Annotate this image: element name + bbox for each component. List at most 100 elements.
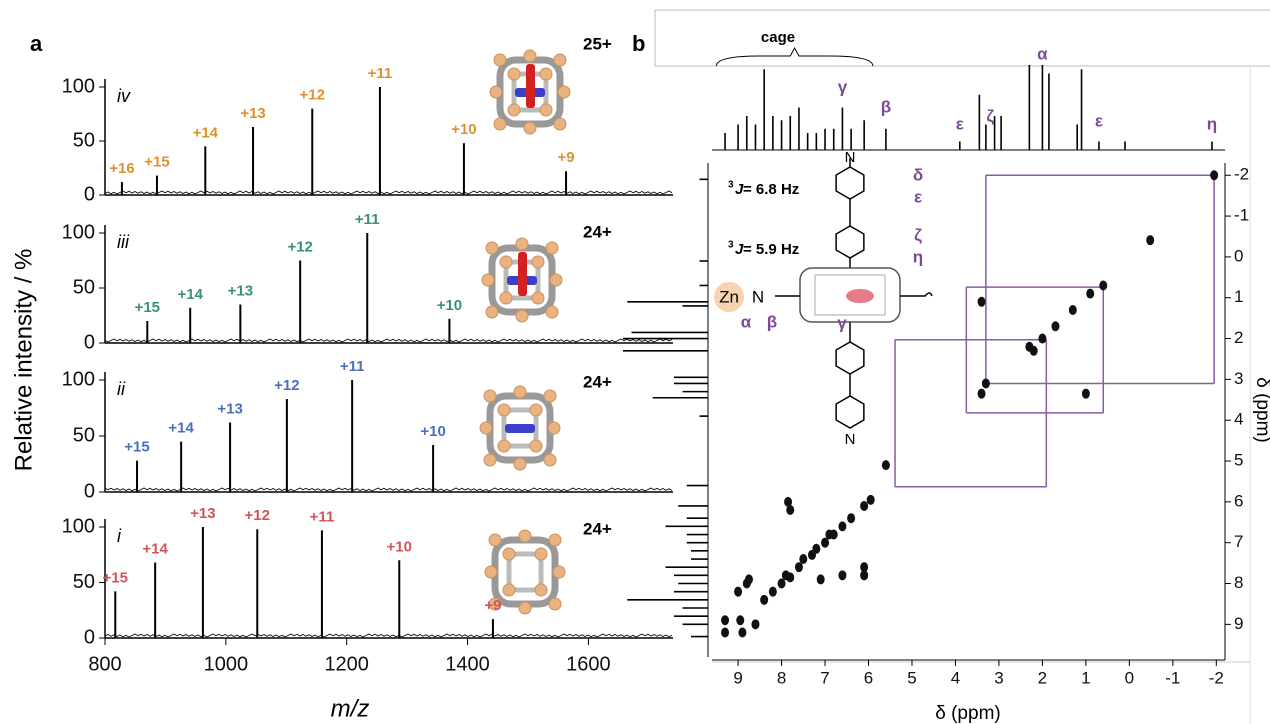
cage-vertex [549, 273, 563, 287]
cage-vertex [493, 117, 507, 131]
cross-peak [860, 570, 869, 581]
cage-vertex [545, 305, 559, 319]
x-tick-label: 1200 [324, 653, 369, 675]
proton-label: α [1037, 44, 1048, 63]
cage-vertex [489, 85, 503, 99]
structure-label: α [741, 312, 752, 331]
cage-vertex [488, 533, 502, 547]
cross-peak [838, 521, 847, 532]
peak-label: +9 [484, 597, 501, 614]
ring [835, 395, 865, 429]
bond [900, 292, 933, 297]
x-tick-label: 6 [864, 668, 873, 687]
artwork [104, 9, 1270, 724]
cage-vertex [479, 421, 493, 435]
noise [104, 190, 673, 195]
y-tick-label: 6 [1234, 491, 1243, 510]
peak-label: +14 [142, 540, 168, 557]
x-tick-label: 9 [733, 668, 742, 687]
noise [104, 487, 673, 492]
x-axis-title: δ (ppm) [935, 703, 1000, 724]
cage [506, 551, 544, 593]
cage-vertex [545, 241, 559, 255]
cross-peak [734, 586, 743, 597]
cage-vertex [483, 453, 497, 467]
cage-vertex [488, 597, 502, 611]
guest [526, 64, 535, 108]
cage-vertex [513, 457, 527, 471]
x-tick-label: 1000 [204, 653, 249, 675]
cage-vertex [518, 601, 532, 615]
peak-label: +11 [340, 358, 365, 375]
x-tick-label: 7 [820, 668, 829, 687]
panel-label: a [30, 31, 43, 56]
cross-peak [1081, 388, 1090, 399]
peak-label: +15 [135, 299, 160, 316]
atom-label: N [845, 149, 856, 166]
cage-vertex [483, 389, 497, 403]
proton-label: γ [838, 77, 848, 96]
cross-peak [760, 594, 769, 605]
cross-peak [829, 529, 838, 540]
cage-vertex [515, 237, 529, 251]
cage-vertex [513, 385, 527, 399]
cage-vertex [531, 255, 545, 269]
cross-peak [799, 554, 808, 565]
cage-vertex [534, 547, 548, 561]
noise [104, 338, 673, 343]
peak-label: +11 [355, 211, 380, 228]
atom-label: N [845, 431, 856, 448]
cage-vertex [481, 273, 495, 287]
cage-vertex [548, 533, 562, 547]
cross-peak [1029, 345, 1038, 356]
cross-peak [1051, 321, 1060, 332]
x-tick-label: 3 [994, 668, 1003, 687]
cage-vertex [548, 597, 562, 611]
x-tick-label: 4 [951, 668, 960, 687]
cross-peak [860, 500, 869, 511]
cage-vertex [534, 583, 548, 597]
cross-peak [866, 494, 875, 505]
cross-peak [1068, 304, 1077, 315]
cage-vertex [543, 453, 557, 467]
ring [835, 166, 865, 200]
cross-peak [1086, 288, 1095, 299]
atom-label: N [752, 287, 764, 306]
top-frame [654, 9, 1270, 67]
x-axis-title: m/z [331, 695, 370, 722]
proton-label: ε [1095, 111, 1103, 130]
spectrum-name: i [117, 526, 122, 546]
peak-label: +15 [103, 569, 128, 586]
y-tick-label: 0 [84, 626, 95, 648]
cross-peak [1099, 280, 1108, 291]
cage-vertex [484, 565, 498, 579]
x-tick-label: 8 [777, 668, 786, 687]
y-tick-label: 4 [1234, 410, 1243, 429]
y-tick-label: 2 [1234, 328, 1243, 347]
charge-label: 24+ [583, 222, 612, 241]
cross-peak [838, 570, 847, 581]
coupling-symbol: J [735, 241, 744, 258]
charge-label: 24+ [583, 372, 612, 391]
peak-label: +13 [228, 282, 253, 299]
cage-vertex [539, 67, 553, 81]
cage-vertex [553, 117, 567, 131]
y-tick-label: 0 [84, 183, 95, 205]
cross-peak [786, 505, 795, 516]
y-tick-label: 50 [73, 424, 95, 446]
cage-bracket [715, 46, 874, 67]
cage-vertex [523, 49, 537, 63]
cage-vertex [553, 53, 567, 67]
peak-label: +13 [217, 401, 242, 418]
cage-vertex [497, 439, 511, 453]
cage-vertex [552, 565, 566, 579]
cage-vertex [515, 309, 529, 323]
peak-label: +14 [193, 124, 219, 141]
y-tick-label: 100 [62, 221, 95, 243]
cross-peak [751, 619, 760, 630]
cage-vertex [557, 85, 571, 99]
proton-label: η [1207, 114, 1217, 133]
cross-peak [738, 627, 747, 638]
structure-label: β [767, 312, 777, 331]
cross-peak [721, 615, 730, 626]
